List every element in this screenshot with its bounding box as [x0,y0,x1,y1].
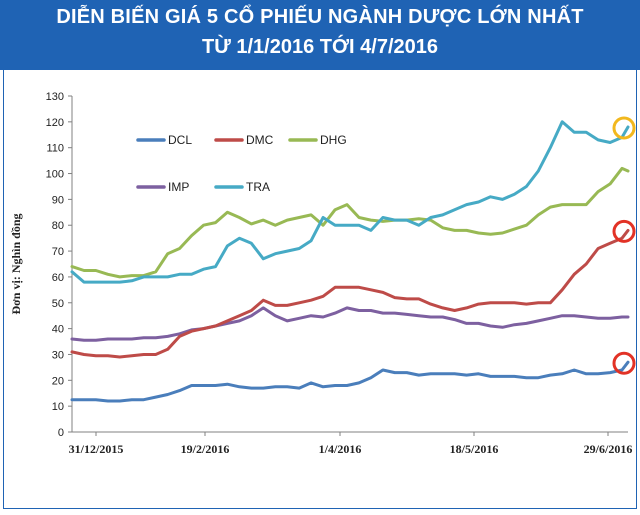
highlight-circle-tra [612,116,636,140]
chart-frame [3,70,637,509]
y-tick-label: 70 [52,246,64,258]
x-tick-label: 1/4/2016 [319,442,362,456]
y-tick-label: 60 [52,272,64,284]
highlight-circle-dmc [612,219,636,243]
y-axis-title: Đơn vị: Nghìn đồng [9,213,23,314]
y-tick-label: 50 [52,298,64,310]
y-tick-label: 10 [52,401,64,413]
y-tick-label: 120 [46,117,64,129]
chart-header: DIỄN BIẾN GIÁ 5 CỔ PHIẾU NGÀNH DƯỢC LỚN … [0,0,640,70]
legend-label-dhg: DHG [320,133,347,147]
y-tick-label: 100 [46,169,64,181]
chart-subtitle: TỪ 1/1/2016 TỚI 4/7/2016 [201,36,438,58]
y-tick-label: 110 [46,143,64,155]
series-line-imp [70,306,630,342]
legend-label-dmc: DMC [246,133,274,147]
legend-label-tra: TRA [246,180,270,194]
series-line-dhg [70,166,630,279]
x-tick-label: 29/6/2016 [584,442,633,456]
y-tick-label: 80 [52,220,64,232]
chart-title: DIỄN BIẾN GIÁ 5 CỔ PHIẾU NGÀNH DƯỢC LỚN … [56,6,584,28]
series-line-tra [70,120,630,284]
x-tick-label: 31/12/2015 [69,442,124,456]
series-line-dcl [70,360,630,403]
y-tick-label: 130 [46,91,64,103]
y-tick-label: 40 [52,324,64,336]
legend-label-imp: IMP [168,180,189,194]
y-tick-label: 0 [58,427,64,439]
y-tick-label: 90 [52,194,64,206]
series-line-dmc [70,228,630,359]
y-tick-label: 20 [52,375,64,387]
legend-label-dcl: DCL [168,133,192,147]
highlight-circle-dcl [612,351,636,375]
x-tick-label: 19/2/2016 [181,442,230,456]
y-tick-label: 30 [52,349,64,361]
x-tick-label: 18/5/2016 [450,442,499,456]
